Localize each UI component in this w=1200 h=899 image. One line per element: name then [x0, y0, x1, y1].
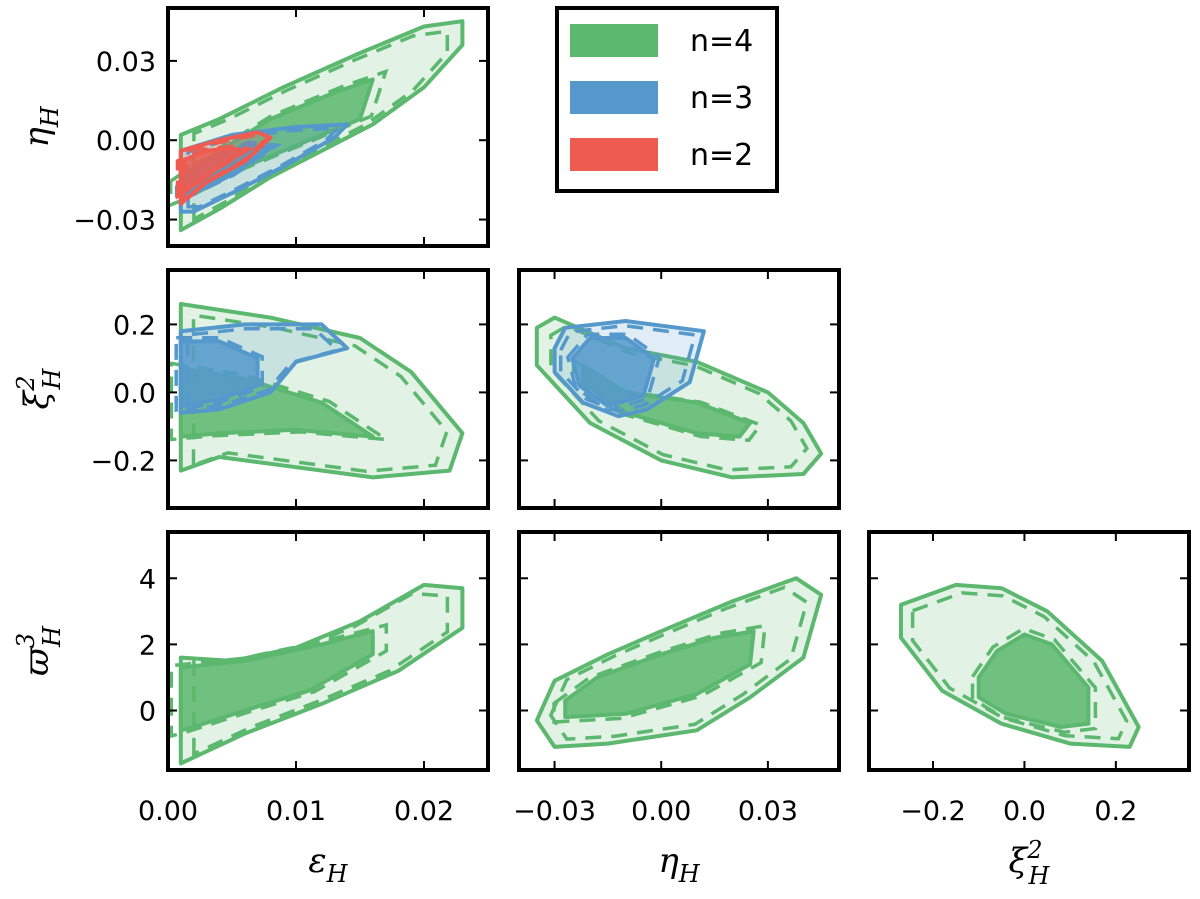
y-tick-label: 0	[139, 697, 156, 728]
series-n=3-inner-contour	[178, 339, 260, 408]
x-tick-label: 0.0	[1003, 796, 1046, 827]
y-axis-label-xi: ξ2H	[12, 367, 66, 409]
series-n=3-outer-dashed	[185, 327, 341, 411]
x-tick-label: 0.2	[1094, 796, 1137, 827]
series-n=4-inner-dashed	[970, 626, 1098, 734]
x-tick-label: 0.00	[138, 796, 198, 827]
y-tick-label: 4	[139, 564, 156, 595]
series-n=3-inner-dashed	[174, 335, 264, 413]
x-tick-label: 0.00	[631, 796, 691, 827]
panel-frame	[517, 530, 841, 772]
panel-1-3: −0.03 0.00 0.03	[513, 530, 841, 827]
y-tick-label: 2	[139, 630, 156, 661]
panel-frame	[867, 530, 1191, 772]
y-tick-label: −0.2	[90, 446, 156, 477]
x-tick-label: −0.03	[513, 796, 596, 827]
series-n=4-outer-dashed	[192, 591, 450, 757]
series-n=4-inner-contour	[563, 629, 756, 720]
series-n=4-inner-dashed	[552, 623, 767, 724]
panel-2-3: −0.2 0.0 0.2	[867, 530, 1191, 827]
x-tick-label: 0.03	[738, 796, 798, 827]
legend-swatch	[570, 138, 658, 171]
panel-0-3: 0 2 4 0.00 0.01 0.02	[138, 530, 490, 827]
y-tick-label: 0.2	[113, 310, 156, 341]
legend-swatch	[570, 81, 658, 114]
legend-label: n=2	[690, 138, 753, 173]
series-n=4-inner-contour	[178, 629, 375, 733]
series-n=4-outer-dashed	[191, 313, 449, 474]
panel-0-1: −0.03 0.00 0.03	[73, 6, 490, 248]
y-axis-label-eta: ηH	[17, 105, 64, 147]
series-n=3-inner-dashed	[565, 332, 662, 413]
panel-1-2	[517, 268, 841, 510]
x-tick-label: 0.01	[266, 796, 326, 827]
series-n=3-outer-dashed	[186, 126, 343, 209]
y-tick-label: −0.03	[73, 206, 156, 237]
series-n=4-outer-dashed	[910, 591, 1129, 741]
panel-frame	[166, 268, 490, 510]
legend-label: n=3	[690, 81, 753, 116]
legend-label: n=4	[690, 24, 753, 59]
series-n=2-outer-dashed	[182, 133, 269, 204]
panel-frame	[517, 268, 841, 510]
legend: n=4 n=3 n=2	[555, 6, 779, 193]
series-n=3-inner-contour	[570, 336, 657, 408]
x-axis-label-eta: ηH	[658, 841, 700, 888]
legend-swatch	[570, 24, 658, 57]
y-tick-label: 0.00	[96, 126, 156, 157]
x-axis-label-epsilon: εH	[308, 841, 348, 888]
series-n=2-inner-dashed	[175, 144, 254, 200]
series-n=4-inner-contour	[976, 632, 1091, 729]
y-axis-label-varpi: ϖ3H	[12, 625, 66, 676]
panel-frame	[166, 530, 490, 772]
series-n=4-inner-dashed	[169, 622, 389, 739]
panel-frame	[166, 6, 490, 248]
x-axis-label-xi: ξ2 H	[1009, 836, 1051, 890]
y-tick-label: 0.0	[113, 378, 156, 409]
series-n=3-inner-dashed	[174, 140, 282, 205]
y-tick-label: 0.03	[96, 47, 156, 78]
x-tick-label: −0.2	[900, 796, 966, 827]
series-n=4-outer-dashed	[548, 585, 809, 741]
x-tick-label: 0.02	[394, 796, 454, 827]
panel-0-2: −0.2 0.0 0.2	[90, 268, 490, 510]
